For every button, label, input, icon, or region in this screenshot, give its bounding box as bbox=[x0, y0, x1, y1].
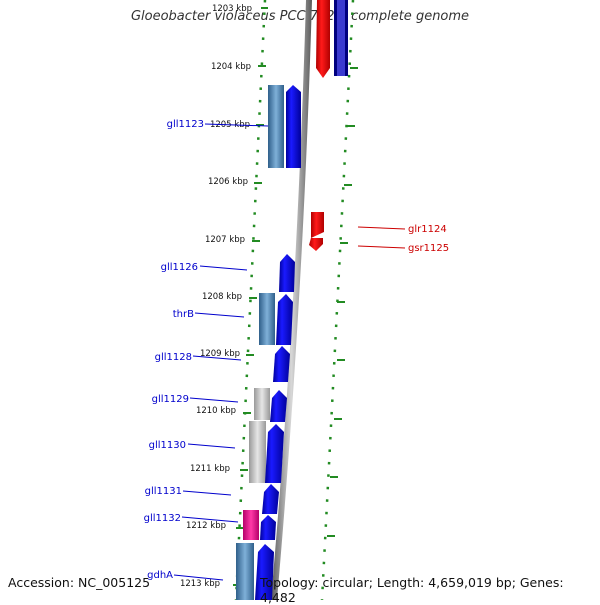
genome-backbone bbox=[271, 0, 312, 600]
accession-text: Accession: NC_005125 bbox=[8, 575, 151, 590]
ruler-ticks bbox=[233, 7, 268, 586]
ruler-label: 1206 kbp bbox=[208, 177, 248, 187]
gene-label[interactable]: gll1132 bbox=[144, 513, 181, 524]
outer-track-ticks bbox=[327, 67, 358, 537]
gene-label[interactable]: thrB bbox=[173, 309, 194, 320]
gene-arrow-gll1123 bbox=[286, 85, 301, 168]
ruler-label: 1211 kbp bbox=[190, 464, 230, 474]
cds-steel bbox=[236, 543, 254, 600]
ruler-label: 1203 kbp bbox=[212, 4, 252, 14]
gene-arrow-red-top bbox=[316, 0, 330, 78]
ruler-label: 1204 kbp bbox=[211, 62, 251, 72]
forward-gene-labels: gll1123 gll1126 thrB gll1128 gll1129 gll… bbox=[144, 119, 204, 581]
gene-bar-navy-inner bbox=[337, 0, 345, 76]
ruler-label: 1210 kbp bbox=[196, 406, 236, 416]
ruler-label: 1209 kbp bbox=[200, 349, 240, 359]
reverse-label-leaders bbox=[357, 226, 406, 249]
gene-label[interactable]: gll1123 bbox=[167, 119, 204, 130]
gene-arrow-gsr1125 bbox=[309, 238, 323, 251]
gene-arrow-thrB bbox=[276, 294, 293, 345]
gene-arrow-glr1124 bbox=[311, 212, 324, 238]
inner-dotted-track bbox=[234, 0, 267, 600]
forward-strand-genes bbox=[255, 85, 301, 600]
ruler-label: 1212 kbp bbox=[186, 521, 226, 531]
gene-arrow-gll1131 bbox=[262, 484, 279, 514]
cds-steel bbox=[268, 85, 284, 168]
ruler-label: 1213 kbp bbox=[180, 579, 220, 589]
gene-label[interactable]: gll1129 bbox=[152, 394, 189, 405]
gene-label[interactable]: gsr1125 bbox=[408, 243, 449, 254]
ruler-label: 1207 kbp bbox=[205, 235, 245, 245]
gene-arrow-gll1128 bbox=[273, 346, 290, 382]
forward-strand-cds bbox=[236, 85, 284, 600]
gene-arrow-gll1126 bbox=[279, 254, 295, 292]
cds-gray bbox=[249, 421, 266, 483]
gene-label[interactable]: glr1124 bbox=[408, 224, 447, 235]
outer-dotted-track bbox=[320, 0, 355, 600]
cds-gray bbox=[254, 388, 270, 420]
forward-label-leaders bbox=[173, 123, 269, 581]
gene-label[interactable]: gll1130 bbox=[149, 440, 186, 451]
ruler-label: 1208 kbp bbox=[202, 292, 242, 302]
genome-summary: Topology: circular; Length: 4,659,019 bp… bbox=[260, 575, 564, 605]
reverse-gene-labels: glr1124 gsr1125 bbox=[408, 224, 449, 254]
gene-arrow-gdhA bbox=[255, 544, 274, 600]
gene-label[interactable]: gll1126 bbox=[161, 262, 198, 273]
map-title: Gloeobacter violaceus PCC 7421, complete… bbox=[130, 9, 470, 24]
cds-magenta bbox=[243, 510, 259, 540]
gene-label[interactable]: gll1131 bbox=[145, 486, 182, 497]
gene-arrow-gll1130 bbox=[265, 424, 284, 483]
gene-arrow-gll1132 bbox=[260, 515, 276, 540]
gene-label[interactable]: gll1128 bbox=[155, 352, 192, 363]
cds-steel bbox=[259, 293, 275, 345]
reverse-strand-features bbox=[309, 0, 348, 251]
gene-arrow-gll1129 bbox=[270, 390, 287, 422]
gene-label[interactable]: gdhA bbox=[147, 570, 173, 581]
